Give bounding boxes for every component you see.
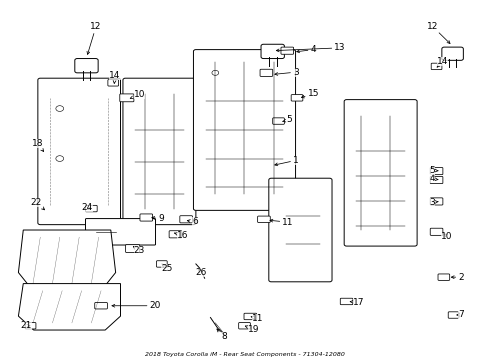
FancyBboxPatch shape — [429, 176, 442, 184]
Text: 13: 13 — [276, 43, 345, 52]
Text: 14: 14 — [436, 57, 447, 67]
Text: 4: 4 — [296, 45, 316, 54]
Text: 12: 12 — [426, 22, 449, 44]
FancyBboxPatch shape — [140, 214, 152, 221]
Text: 20: 20 — [112, 301, 161, 310]
FancyBboxPatch shape — [430, 63, 441, 69]
FancyBboxPatch shape — [156, 261, 167, 267]
FancyBboxPatch shape — [120, 94, 134, 102]
Text: 5: 5 — [428, 166, 437, 175]
FancyBboxPatch shape — [344, 100, 416, 246]
FancyBboxPatch shape — [85, 219, 155, 245]
FancyBboxPatch shape — [447, 312, 458, 318]
FancyBboxPatch shape — [429, 167, 442, 175]
FancyBboxPatch shape — [429, 198, 442, 205]
Text: 26: 26 — [195, 268, 206, 277]
FancyBboxPatch shape — [290, 95, 302, 101]
Polygon shape — [19, 230, 116, 291]
Text: 10: 10 — [441, 231, 452, 240]
Text: 23: 23 — [133, 246, 145, 255]
Text: 11: 11 — [269, 218, 293, 227]
Text: 7: 7 — [456, 310, 463, 319]
FancyBboxPatch shape — [95, 302, 107, 309]
FancyBboxPatch shape — [108, 80, 118, 86]
FancyBboxPatch shape — [441, 47, 463, 60]
FancyBboxPatch shape — [244, 313, 256, 320]
Text: 19: 19 — [245, 325, 259, 334]
Text: 3: 3 — [274, 68, 298, 77]
Text: 10: 10 — [130, 90, 145, 99]
Text: 6: 6 — [187, 217, 197, 226]
FancyBboxPatch shape — [85, 205, 97, 212]
Text: 4: 4 — [428, 175, 437, 184]
Text: 17: 17 — [349, 298, 364, 307]
Text: 2018 Toyota Corolla iM - Rear Seat Components - 71304-12080: 2018 Toyota Corolla iM - Rear Seat Compo… — [144, 352, 344, 357]
FancyBboxPatch shape — [238, 323, 250, 329]
Text: 1: 1 — [274, 156, 298, 166]
Text: 9: 9 — [152, 214, 163, 223]
Text: 3: 3 — [428, 198, 437, 207]
Text: 16: 16 — [174, 231, 188, 240]
Text: 21: 21 — [21, 321, 32, 330]
Text: 12: 12 — [87, 22, 102, 54]
FancyBboxPatch shape — [75, 59, 98, 73]
FancyBboxPatch shape — [193, 50, 295, 210]
FancyBboxPatch shape — [122, 78, 196, 225]
FancyBboxPatch shape — [281, 47, 293, 54]
FancyBboxPatch shape — [429, 228, 442, 235]
FancyBboxPatch shape — [38, 78, 120, 225]
FancyBboxPatch shape — [437, 274, 449, 280]
FancyBboxPatch shape — [169, 231, 182, 238]
Text: 18: 18 — [31, 139, 43, 152]
FancyBboxPatch shape — [125, 245, 140, 252]
Text: 14: 14 — [109, 71, 121, 84]
Text: 22: 22 — [30, 198, 44, 210]
FancyBboxPatch shape — [261, 44, 284, 59]
FancyBboxPatch shape — [260, 69, 272, 76]
FancyBboxPatch shape — [340, 298, 352, 305]
FancyBboxPatch shape — [268, 178, 331, 282]
Text: 8: 8 — [217, 329, 226, 341]
FancyBboxPatch shape — [25, 323, 36, 329]
FancyBboxPatch shape — [272, 118, 284, 124]
FancyBboxPatch shape — [180, 216, 192, 223]
Text: 2: 2 — [450, 273, 463, 282]
Text: 15: 15 — [301, 89, 319, 98]
Text: 5: 5 — [282, 116, 291, 125]
FancyBboxPatch shape — [257, 216, 270, 222]
Text: 11: 11 — [251, 314, 263, 323]
Text: 25: 25 — [161, 264, 172, 273]
Polygon shape — [19, 284, 120, 330]
Text: 24: 24 — [81, 203, 93, 212]
